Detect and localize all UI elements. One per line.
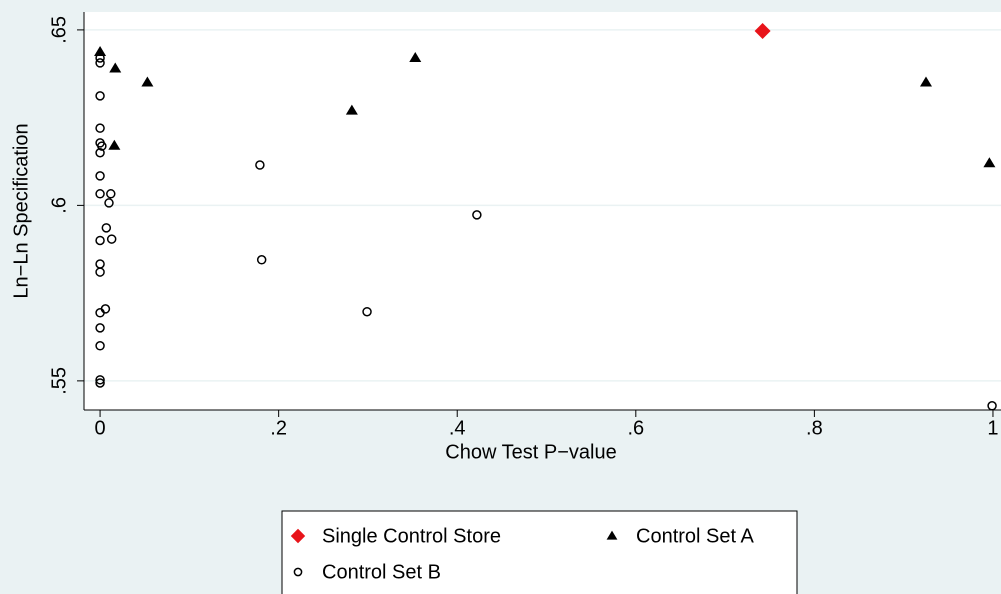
circle-marker bbox=[106, 234, 117, 244]
legend-label: Single Control Store bbox=[322, 525, 501, 547]
y-axis-title: Ln−Ln Specification bbox=[10, 123, 32, 298]
circle-marker bbox=[95, 189, 105, 199]
circle-marker bbox=[104, 198, 114, 208]
circle-marker bbox=[472, 210, 482, 220]
plot-area bbox=[84, 12, 1001, 410]
triangle-marker bbox=[141, 76, 154, 87]
circle-marker bbox=[95, 323, 105, 333]
y-tick-label: .65 bbox=[48, 16, 70, 44]
circle-marker bbox=[256, 255, 267, 265]
circle-marker bbox=[362, 306, 372, 317]
y-tick-label: .6 bbox=[48, 197, 70, 214]
circle-marker bbox=[97, 141, 107, 151]
diamond-marker bbox=[754, 22, 771, 39]
circle-marker bbox=[95, 53, 105, 63]
triangle-marker bbox=[919, 76, 932, 87]
circle-marker bbox=[987, 401, 997, 411]
circle-marker bbox=[95, 171, 105, 181]
x-tick-label: .6 bbox=[627, 417, 644, 439]
x-tick-label: .2 bbox=[270, 417, 287, 439]
triangle-marker bbox=[983, 157, 996, 168]
circle-marker bbox=[95, 123, 105, 133]
circle-marker bbox=[95, 147, 105, 158]
x-axis-title: Chow Test P−value bbox=[445, 441, 616, 463]
legend-box bbox=[281, 510, 798, 594]
triangle-marker bbox=[94, 46, 107, 57]
circle-marker bbox=[95, 91, 105, 101]
triangle-marker bbox=[108, 139, 121, 150]
x-tick-label: 1 bbox=[987, 417, 998, 439]
circle-marker bbox=[95, 341, 105, 351]
circle-marker bbox=[95, 308, 105, 318]
triangle-marker bbox=[409, 51, 422, 62]
circle-marker bbox=[95, 235, 105, 246]
legend-marker bbox=[290, 528, 306, 544]
legend-marker bbox=[293, 567, 303, 577]
circle-marker bbox=[101, 223, 112, 233]
circle-marker bbox=[255, 160, 265, 170]
y-tick-label: .55 bbox=[48, 367, 70, 395]
x-tick-label: 0 bbox=[95, 417, 106, 439]
circle-marker bbox=[106, 189, 116, 199]
x-tick-label: .4 bbox=[449, 417, 466, 439]
legend-label: Control Set A bbox=[636, 525, 755, 547]
x-tick-label: .8 bbox=[806, 417, 823, 439]
circle-marker bbox=[95, 58, 105, 68]
legend-marker bbox=[606, 530, 618, 540]
circle-marker bbox=[95, 378, 105, 388]
legend-label: Control Set B bbox=[322, 561, 441, 583]
circle-marker bbox=[95, 267, 105, 277]
triangle-marker bbox=[109, 62, 122, 73]
circle-marker bbox=[95, 375, 105, 385]
triangle-marker bbox=[345, 104, 358, 115]
